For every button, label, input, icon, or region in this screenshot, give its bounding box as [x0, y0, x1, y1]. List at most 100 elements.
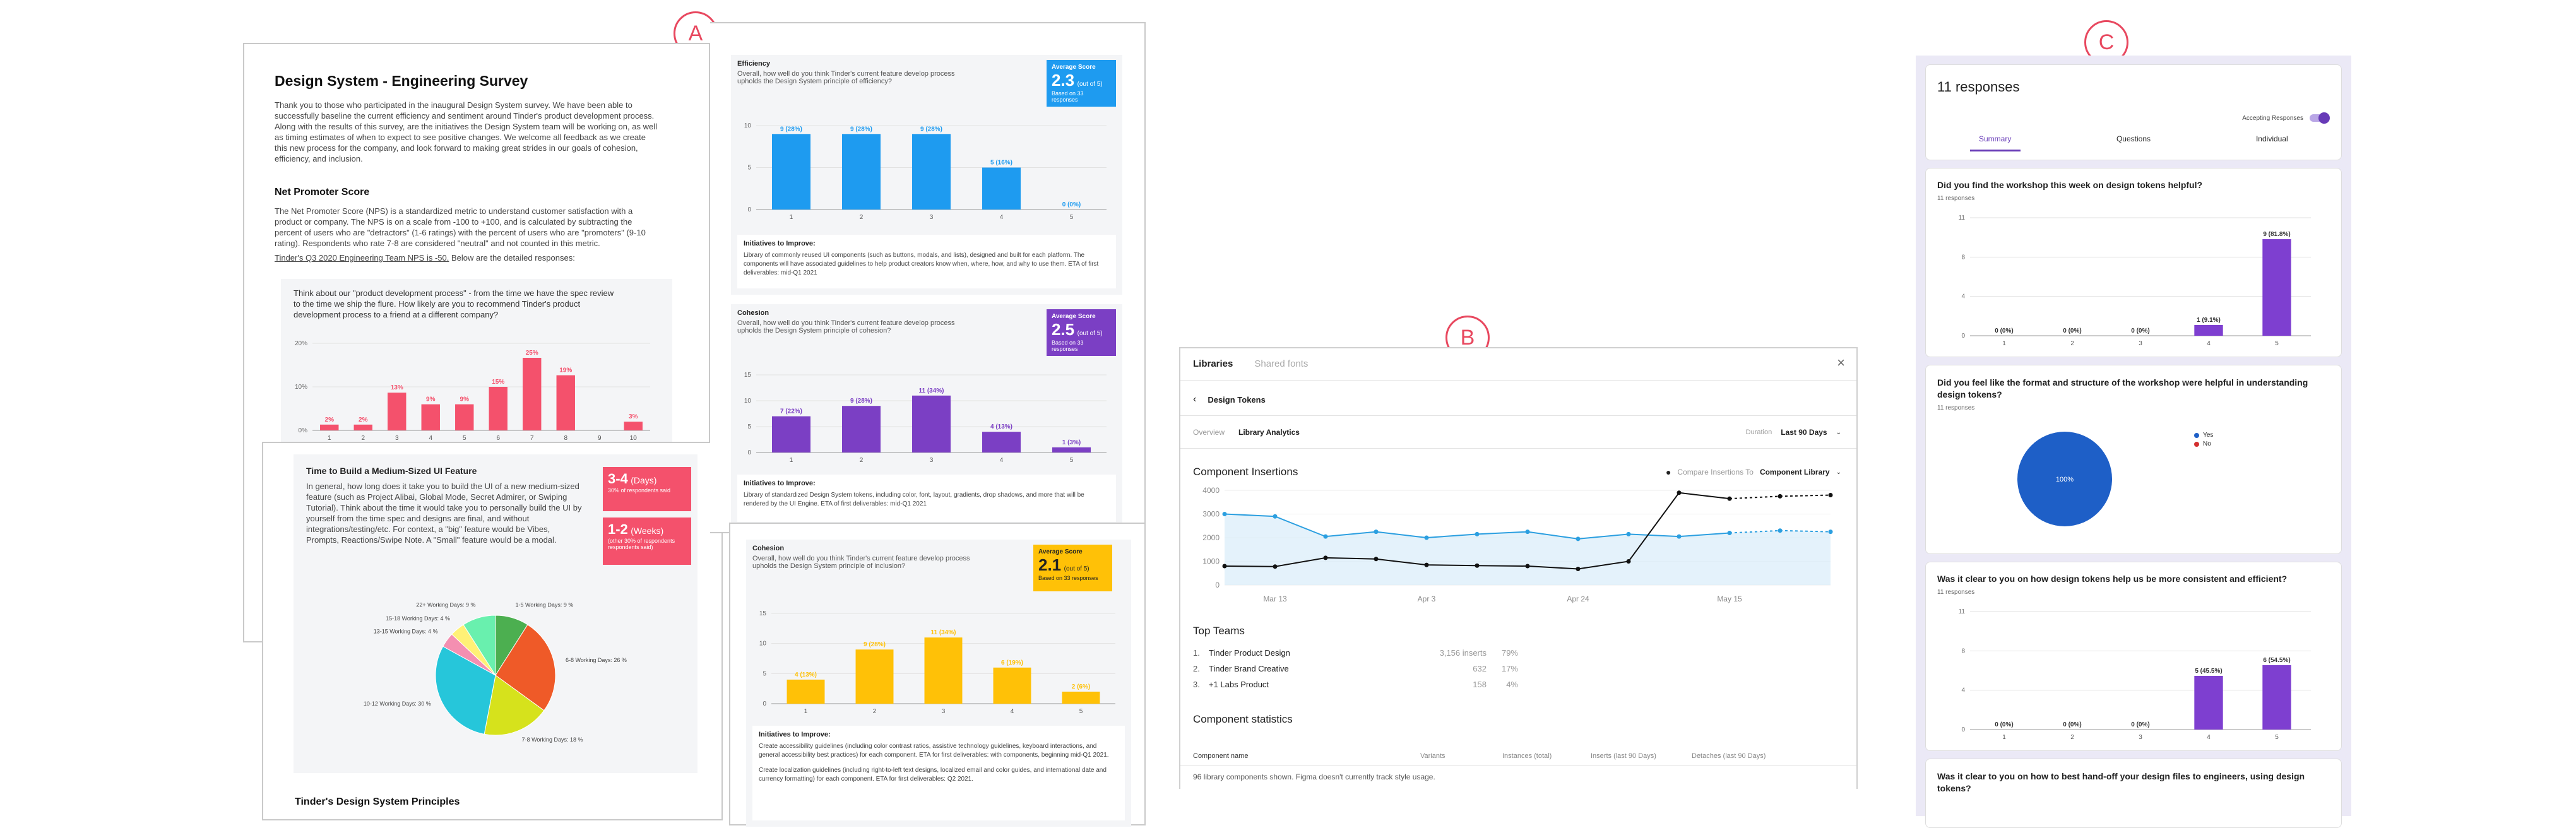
nps-link[interactable]: Tinder's Q3 2020 Engineering Team NPS is… — [275, 253, 449, 263]
time-to-build-section: Time to Build a Medium-Sized UI Feature … — [262, 442, 723, 820]
toggle-switch[interactable] — [2310, 112, 2330, 124]
bar — [841, 406, 881, 452]
x-tick-label: 4 — [2207, 340, 2211, 347]
divider — [1180, 380, 1856, 381]
y-tick-label: 10% — [295, 384, 307, 391]
question-text: Was it clear to you on how design tokens… — [1937, 574, 2288, 584]
bar — [993, 667, 1031, 704]
series-area — [1225, 514, 1831, 585]
back-chevron-icon[interactable]: ‹ — [1193, 394, 1197, 405]
data-point — [1727, 496, 1732, 501]
y-tick-label: 0 — [1215, 581, 1220, 589]
x-tick-label: 5 — [2275, 340, 2279, 347]
x-tick-label: 4 — [429, 435, 432, 442]
duration-label: Duration — [1745, 429, 1772, 436]
stats-title: Component statistics — [1193, 713, 1293, 725]
team-name: Tinder Product Design — [1209, 648, 1290, 658]
duration-select[interactable]: Duration Last 90 Days ⌄ — [1746, 428, 1841, 437]
q2-legend: Yes No — [2194, 432, 2213, 447]
question-card-4: Was it clear to you on how to best hand-… — [1925, 759, 2342, 828]
bar — [771, 416, 811, 452]
team-pct: 17% — [1501, 664, 1518, 673]
y-tick-label: 0 — [1961, 333, 1965, 340]
cohesion-score-box: Average Score 2.5 (out of 5) Based on 33… — [1047, 309, 1116, 356]
data-point — [1525, 564, 1530, 569]
col-detaches[interactable]: Detaches (last 90 Days) — [1692, 752, 1766, 760]
inclusion-init-body-1: Create accessibility guidelines (includi… — [759, 743, 1109, 759]
y-tick-label: 0 — [1961, 726, 1965, 733]
tab-summary[interactable]: Summary — [1926, 134, 2064, 143]
col-inserts[interactable]: Inserts (last 90 Days) — [1591, 752, 1656, 760]
tab-active-indicator — [1970, 150, 2021, 151]
tab-shared-fonts[interactable]: Shared fonts — [1254, 358, 1309, 369]
bar — [2194, 676, 2223, 730]
data-label: 0 (0%) — [2131, 328, 2149, 334]
tab-individual[interactable]: Individual — [2203, 134, 2341, 143]
analytics-subtabs: Overview Library Analytics — [1193, 428, 1300, 437]
x-tick-label: 1 — [790, 214, 793, 221]
bar — [911, 134, 951, 210]
close-icon[interactable]: × — [1837, 355, 1845, 370]
col-instances[interactable]: Instances (total) — [1502, 752, 1552, 760]
bar — [1062, 691, 1100, 704]
x-tick-label: 3 — [942, 708, 946, 715]
bar — [855, 649, 894, 704]
pie-slice — [435, 646, 496, 735]
data-label: 9 (28%) — [850, 398, 872, 405]
data-label: 6 (19%) — [1001, 659, 1023, 666]
x-tick-label: 4 — [1011, 708, 1014, 715]
col-variants[interactable]: Variants — [1420, 752, 1445, 760]
x-tick-label: 1 — [790, 457, 793, 464]
question-text: Did you feel like the format and structu… — [1937, 377, 2308, 399]
x-tick-label: 2 — [2070, 734, 2074, 741]
weeks-value: 1-2 — [608, 521, 628, 537]
data-label: 9 (28%) — [850, 126, 872, 133]
x-tick-label: 3 — [2139, 734, 2142, 741]
efficiency-init-body: Library of commonly reused UI components… — [744, 252, 1099, 276]
cohesion-card: Cohesion Overall, how well do you think … — [731, 304, 1122, 528]
response-count: 11 responses — [1937, 405, 1975, 411]
data-point — [1778, 494, 1783, 499]
nps-link-after: Below are the detailed responses: — [449, 253, 575, 263]
inclusion-card: Cohesion Overall, how well do you think … — [746, 540, 1131, 827]
question-card-1: Did you find the workshop this week on d… — [1925, 168, 2342, 357]
days-note: 30% of respondents said — [608, 487, 671, 494]
insertions-title: Component Insertions — [1193, 466, 1298, 478]
cohesion-title: Cohesion — [737, 309, 769, 317]
y-tick-label: 4000 — [1202, 486, 1220, 495]
legend-dot-icon — [2194, 432, 2199, 438]
bar — [924, 637, 963, 704]
y-tick-label: 0 — [747, 449, 751, 456]
accepting-toggle[interactable]: Accepting Responses — [2242, 112, 2330, 124]
x-tick-label: 3 — [930, 214, 934, 221]
compare-select[interactable]: ● Compare Insertions To Component Librar… — [1666, 467, 1841, 477]
data-label: 2% — [359, 417, 368, 423]
data-point — [1626, 531, 1631, 536]
subtab-overview[interactable]: Overview — [1193, 428, 1225, 437]
efficiency-question: Overall, how well do you think Tinder's … — [737, 70, 955, 85]
nps-heading: Net Promoter Score — [275, 187, 370, 198]
data-point — [1222, 564, 1227, 569]
time-body: In general, how long does it take you to… — [306, 482, 582, 545]
y-tick-label: 11 — [1959, 215, 1966, 222]
inclusion-init-title: Initiatives to Improve: — [759, 731, 831, 738]
data-label: 25% — [526, 350, 538, 357]
data-label: 2 (6%) — [1072, 683, 1090, 690]
data-label: 7 (22%) — [780, 408, 802, 415]
pie-slice — [495, 624, 556, 711]
bar — [624, 422, 643, 430]
nps-question: Think about our "product development pro… — [294, 288, 614, 319]
data-label: 4 (13%) — [990, 423, 1012, 430]
tab-questions[interactable]: Questions — [2064, 134, 2202, 143]
y-tick-label: 10 — [744, 122, 752, 129]
team-name: Tinder Brand Creative — [1209, 664, 1289, 673]
col-component-name[interactable]: Component name — [1193, 752, 1249, 760]
bar — [320, 424, 339, 430]
x-tick-label: 2 — [361, 435, 365, 442]
x-tick-label: 2 — [860, 457, 864, 464]
data-point — [1626, 559, 1631, 564]
subtab-library-analytics[interactable]: Library Analytics — [1238, 428, 1300, 437]
tab-libraries[interactable]: Libraries — [1193, 358, 1233, 369]
y-tick-label: 20% — [295, 340, 307, 347]
bar — [2262, 665, 2291, 730]
